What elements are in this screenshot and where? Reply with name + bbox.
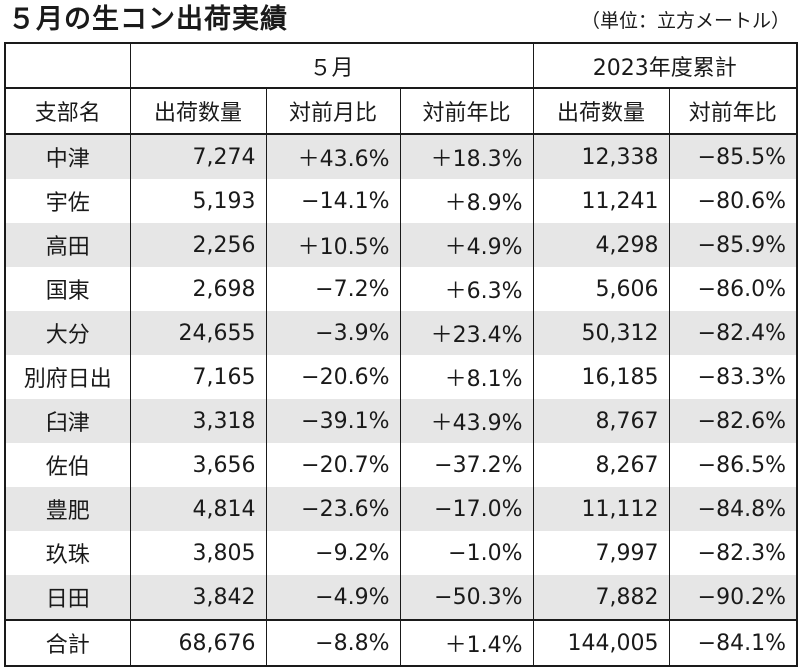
total-volume: 68,676: [129, 619, 267, 667]
may-yoy: −17.0%: [399, 487, 534, 531]
header-may-volume: 出荷数量: [129, 88, 267, 135]
cum-volume: 4,298: [532, 223, 670, 267]
may-mom: −4.9%: [265, 575, 401, 621]
cum-volume: 50,312: [532, 311, 670, 355]
cum-volume: 7,997: [532, 531, 670, 575]
may-yoy: ＋18.3%: [399, 134, 534, 179]
may-mom: −20.6%: [265, 355, 401, 399]
cum-yoy: −82.3%: [668, 531, 798, 575]
may-mom: −20.7%: [265, 443, 401, 487]
cum-yoy: −84.8%: [668, 487, 798, 531]
header-cumulative-group: 2023年度累計: [532, 42, 798, 89]
cum-volume: 8,267: [532, 443, 670, 487]
may-yoy: ＋6.3%: [399, 267, 534, 311]
may-volume: 3,318: [129, 399, 267, 443]
may-yoy: −1.0%: [399, 531, 534, 575]
header-may-mom: 対前月比: [265, 88, 401, 135]
cum-yoy: −86.0%: [668, 267, 798, 311]
cum-volume: 11,112: [532, 487, 670, 531]
may-volume: 7,165: [129, 355, 267, 399]
header-branch: 支部名: [4, 88, 131, 135]
may-mom: −7.2%: [265, 267, 401, 311]
may-yoy: −37.2%: [399, 443, 534, 487]
table-row: 宇佐 5,193 −14.1% ＋8.9% 11,241 −80.6%: [4, 179, 798, 223]
cum-yoy: −85.9%: [668, 223, 798, 267]
may-yoy: ＋43.9%: [399, 399, 534, 443]
may-volume: 7,274: [129, 134, 267, 179]
branch-name: 臼津: [4, 399, 131, 443]
total-cum-volume: 144,005: [532, 619, 670, 667]
header-may-group: ５月: [129, 42, 534, 89]
may-mom: ＋43.6%: [265, 134, 401, 179]
may-volume: 2,698: [129, 267, 267, 311]
may-yoy: ＋8.1%: [399, 355, 534, 399]
may-mom: −9.2%: [265, 531, 401, 575]
branch-name: 別府日出: [4, 355, 131, 399]
may-volume: 5,193: [129, 179, 267, 223]
cum-volume: 12,338: [532, 134, 670, 179]
table-row: 臼津 3,318 −39.1% ＋43.9% 8,767 −82.6%: [4, 399, 798, 443]
may-volume: 3,805: [129, 531, 267, 575]
may-mom: −39.1%: [265, 399, 401, 443]
cum-yoy: −80.6%: [668, 179, 798, 223]
cum-yoy: −85.5%: [668, 134, 798, 179]
may-volume: 3,656: [129, 443, 267, 487]
branch-name: 国東: [4, 267, 131, 311]
cum-yoy: −90.2%: [668, 575, 798, 621]
cum-volume: 16,185: [532, 355, 670, 399]
cum-yoy: −86.5%: [668, 443, 798, 487]
unit-note: （単位：立方メートル）: [580, 10, 790, 32]
may-mom: ＋10.5%: [265, 223, 401, 267]
cum-volume: 7,882: [532, 575, 670, 621]
table-row: 玖珠 3,805 −9.2% −1.0% 7,997 −82.3%: [4, 531, 798, 575]
table-row: 日田 3,842 −4.9% −50.3% 7,882 −90.2%: [4, 575, 798, 621]
table-row: 豊肥 4,814 −23.6% −17.0% 11,112 −84.8%: [4, 487, 798, 531]
branch-name: 佐伯: [4, 443, 131, 487]
total-mom: −8.8%: [265, 619, 401, 667]
may-yoy: ＋23.4%: [399, 311, 534, 355]
may-yoy: ＋8.9%: [399, 179, 534, 223]
cum-yoy: −82.4%: [668, 311, 798, 355]
branch-name: 高田: [4, 223, 131, 267]
header-cum-yoy: 対前年比: [668, 88, 798, 135]
may-mom: −23.6%: [265, 487, 401, 531]
cum-volume: 11,241: [532, 179, 670, 223]
table-row: 国東 2,698 −7.2% ＋6.3% 5,606 −86.0%: [4, 267, 798, 311]
header-column-row: 支部名 出荷数量 対前月比 対前年比 出荷数量 対前年比: [4, 88, 798, 135]
branch-name: 大分: [4, 311, 131, 355]
branch-name: 宇佐: [4, 179, 131, 223]
table-row: 別府日出 7,165 −20.6% ＋8.1% 16,185 −83.3%: [4, 355, 798, 399]
cum-volume: 8,767: [532, 399, 670, 443]
may-volume: 3,842: [129, 575, 267, 621]
may-mom: −14.1%: [265, 179, 401, 223]
shipment-table: ５月 2023年度累計 支部名 出荷数量 対前月比 対前年比 出荷数量 対前年比…: [4, 42, 798, 667]
branch-name: 中津: [4, 134, 131, 179]
cum-yoy: −82.6%: [668, 399, 798, 443]
branch-name: 豊肥: [4, 487, 131, 531]
table-row: 中津 7,274 ＋43.6% ＋18.3% 12,338 −85.5%: [4, 134, 798, 179]
page-title: ５月の生コン出荷実績: [8, 4, 288, 35]
header-cum-volume: 出荷数量: [532, 88, 670, 135]
may-yoy: ＋4.9%: [399, 223, 534, 267]
header-empty-cell: [4, 42, 131, 89]
table-row: 佐伯 3,656 −20.7% −37.2% 8,267 −86.5%: [4, 443, 798, 487]
table-row: 大分 24,655 −3.9% ＋23.4% 50,312 −82.4%: [4, 311, 798, 355]
total-row: 合計 68,676 −8.8% ＋1.4% 144,005 −84.1%: [4, 619, 798, 667]
may-volume: 2,256: [129, 223, 267, 267]
header-may-yoy: 対前年比: [399, 88, 534, 135]
may-volume: 24,655: [129, 311, 267, 355]
table-row: 高田 2,256 ＋10.5% ＋4.9% 4,298 −85.9%: [4, 223, 798, 267]
may-yoy: −50.3%: [399, 575, 534, 621]
cum-yoy: −83.3%: [668, 355, 798, 399]
branch-name: 玖珠: [4, 531, 131, 575]
total-label: 合計: [4, 619, 131, 667]
branch-name: 日田: [4, 575, 131, 621]
may-mom: −3.9%: [265, 311, 401, 355]
total-cum-yoy: −84.1%: [668, 619, 798, 667]
may-volume: 4,814: [129, 487, 267, 531]
total-yoy: ＋1.4%: [399, 619, 534, 667]
header-group-row: ５月 2023年度累計: [4, 42, 798, 89]
cum-volume: 5,606: [532, 267, 670, 311]
